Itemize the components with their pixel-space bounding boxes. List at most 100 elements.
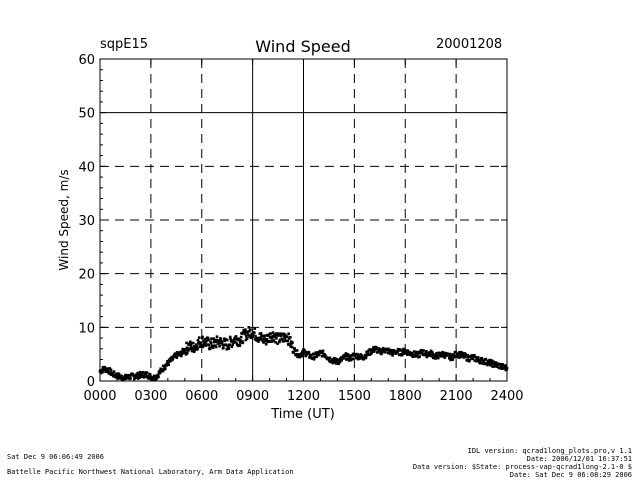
data-point [120, 375, 123, 378]
data-point [373, 348, 377, 351]
data-point [282, 332, 285, 336]
data-point [439, 351, 442, 355]
data-point [307, 351, 311, 355]
data-point [194, 347, 197, 350]
data-point [262, 334, 265, 338]
data-point [136, 377, 140, 380]
data-point [478, 361, 482, 365]
data-point [186, 351, 189, 355]
data-point [303, 350, 307, 353]
data-point [265, 338, 269, 342]
data-point [212, 337, 215, 340]
data-point [451, 358, 455, 361]
x-tick-label: 0300 [134, 389, 167, 404]
data-point [231, 343, 234, 347]
data-point [289, 336, 292, 339]
data-point [293, 349, 297, 352]
data-point [484, 357, 488, 361]
data-point [200, 343, 204, 347]
data-point [430, 354, 433, 358]
data-point [312, 352, 315, 356]
data-point [269, 332, 272, 335]
data-point [228, 343, 232, 347]
data-point [292, 350, 296, 354]
y-tick-label: 50 [78, 107, 95, 122]
data-point [111, 371, 115, 375]
data-point [274, 332, 278, 335]
data-point [384, 350, 387, 353]
data-point [152, 374, 156, 378]
footer-date-line: Date: 2006/12/01 16:37:51 [526, 455, 632, 463]
data-point [475, 359, 478, 363]
data-point [490, 362, 494, 366]
data-point [395, 352, 398, 355]
data-point [247, 333, 250, 337]
data-point [275, 336, 278, 340]
data-point [257, 340, 260, 343]
data-point [239, 341, 242, 344]
data-point [309, 353, 313, 357]
data-point [215, 335, 219, 338]
data-point [161, 364, 165, 368]
data-point [247, 325, 251, 329]
x-tick-label: 2400 [490, 389, 523, 404]
data-point [357, 354, 361, 358]
data-point [364, 356, 368, 360]
data-point [281, 338, 284, 341]
data-point [376, 350, 380, 354]
data-point [249, 328, 252, 332]
data-point [243, 332, 247, 336]
data-point [286, 339, 290, 343]
data-point [207, 338, 210, 342]
data-point [166, 362, 170, 365]
data-point [422, 349, 425, 352]
data-point [373, 349, 376, 353]
data-point [197, 336, 201, 339]
data-point [442, 351, 446, 355]
data-point [459, 352, 462, 356]
data-point [277, 332, 281, 336]
data-point [458, 351, 461, 354]
data-point [244, 334, 248, 338]
data-point [135, 373, 139, 376]
data-point [369, 348, 372, 351]
data-point [302, 352, 306, 355]
data-point [429, 349, 433, 353]
data-point [290, 345, 294, 349]
data-point [203, 337, 207, 341]
data-point [317, 353, 321, 357]
data-point [204, 344, 208, 347]
data-point [178, 353, 182, 356]
data-point [396, 350, 399, 354]
data-point [412, 350, 416, 353]
data-point [190, 341, 193, 345]
data-point [234, 335, 238, 338]
data-point [270, 340, 274, 343]
data-point [220, 340, 224, 344]
data-point [233, 340, 237, 344]
data-point [190, 349, 194, 353]
data-point [196, 339, 200, 342]
data-point [141, 370, 145, 374]
data-point [157, 375, 160, 379]
data-point [501, 364, 505, 367]
data-point [112, 370, 116, 373]
data-point [391, 354, 394, 357]
data-point [101, 365, 105, 369]
data-point [154, 378, 157, 382]
data-point [408, 351, 412, 355]
data-point [194, 343, 198, 346]
data-point [249, 336, 253, 340]
data-point [191, 347, 195, 350]
data-point [386, 351, 390, 355]
data-point [201, 345, 205, 349]
data-point [117, 372, 121, 376]
data-point [424, 352, 427, 355]
data-point [209, 340, 212, 344]
data-point [467, 355, 470, 359]
data-point [381, 346, 385, 350]
data-point [235, 342, 239, 345]
data-point [491, 365, 494, 368]
site-label: sqpE15 [100, 37, 149, 52]
data-point [454, 350, 458, 354]
